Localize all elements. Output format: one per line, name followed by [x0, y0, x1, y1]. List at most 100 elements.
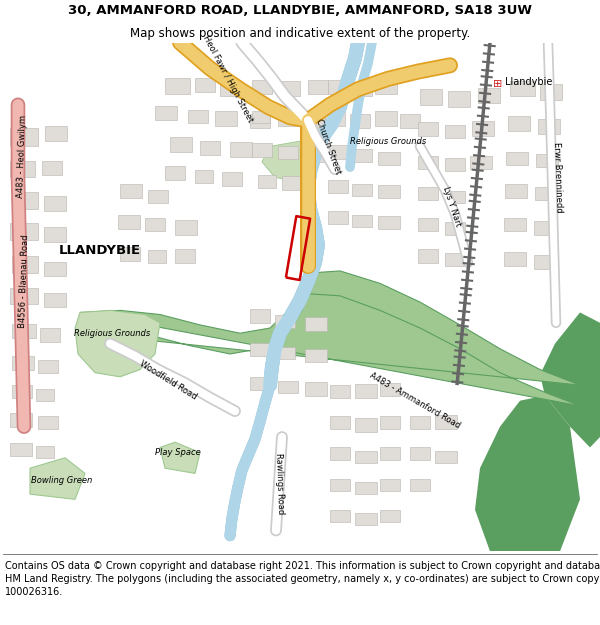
Text: A483 - Heol Gwilym: A483 - Heol Gwilym: [16, 115, 28, 198]
Bar: [328, 80, 348, 94]
Bar: [38, 360, 58, 372]
Bar: [148, 190, 168, 203]
Bar: [120, 247, 140, 261]
Bar: [355, 418, 377, 432]
Bar: [12, 324, 36, 338]
Bar: [330, 416, 350, 429]
Bar: [508, 116, 530, 131]
Text: Llandybie: Llandybie: [505, 77, 553, 87]
Bar: [222, 173, 242, 186]
Bar: [252, 143, 272, 157]
Bar: [355, 482, 377, 494]
Bar: [145, 218, 165, 231]
Bar: [278, 112, 298, 126]
Bar: [445, 222, 465, 234]
Bar: [282, 176, 302, 190]
Bar: [118, 215, 140, 229]
Bar: [250, 342, 270, 356]
Bar: [305, 349, 327, 362]
Bar: [188, 110, 208, 124]
Bar: [40, 328, 60, 341]
Bar: [510, 81, 535, 96]
Bar: [418, 122, 438, 136]
Bar: [165, 166, 185, 179]
Text: B4556 - Blaenau Road: B4556 - Blaenau Road: [18, 234, 30, 328]
Text: Lys Y Nart: Lys Y Nart: [441, 185, 463, 228]
Bar: [538, 119, 560, 134]
Polygon shape: [75, 311, 160, 377]
Bar: [195, 170, 213, 182]
Bar: [535, 187, 557, 201]
Bar: [200, 141, 220, 154]
Bar: [445, 191, 465, 203]
Bar: [534, 256, 556, 269]
Bar: [478, 88, 500, 102]
Bar: [305, 317, 327, 331]
Bar: [330, 385, 350, 398]
Bar: [44, 262, 66, 276]
Bar: [378, 151, 400, 165]
Bar: [278, 81, 300, 96]
Bar: [534, 221, 556, 234]
Bar: [330, 479, 350, 491]
Bar: [250, 377, 270, 391]
Bar: [12, 192, 38, 209]
Bar: [155, 106, 177, 121]
Bar: [215, 111, 237, 126]
Bar: [10, 443, 32, 456]
Bar: [252, 80, 272, 94]
Bar: [418, 249, 438, 262]
Bar: [418, 156, 438, 169]
Bar: [375, 79, 397, 94]
Bar: [328, 179, 348, 193]
Bar: [435, 415, 457, 429]
Bar: [380, 510, 400, 522]
Bar: [195, 78, 215, 92]
Bar: [252, 111, 270, 124]
Bar: [42, 161, 62, 176]
Text: Religious Grounds: Religious Grounds: [74, 329, 150, 338]
Bar: [148, 250, 166, 262]
Bar: [380, 448, 400, 460]
Polygon shape: [160, 442, 200, 473]
Bar: [328, 211, 348, 224]
Bar: [258, 176, 276, 188]
Bar: [305, 148, 325, 162]
Bar: [44, 228, 66, 242]
Bar: [12, 256, 38, 273]
Bar: [352, 215, 372, 227]
Bar: [352, 149, 372, 162]
Bar: [220, 81, 242, 96]
Bar: [378, 185, 400, 198]
Bar: [504, 253, 526, 266]
Bar: [175, 249, 195, 262]
Bar: [36, 446, 54, 458]
Bar: [355, 513, 377, 525]
Polygon shape: [475, 396, 580, 551]
Bar: [445, 253, 465, 266]
Text: Church Street: Church Street: [314, 118, 342, 175]
Bar: [505, 184, 527, 198]
Bar: [328, 145, 348, 159]
Bar: [504, 218, 526, 231]
Bar: [44, 196, 66, 211]
Text: HM Land Registry. The polygons (including the associated geometry, namely x, y c: HM Land Registry. The polygons (includin…: [5, 574, 600, 584]
Bar: [410, 416, 430, 429]
Polygon shape: [262, 141, 315, 182]
Text: Woodfield Road: Woodfield Road: [138, 359, 198, 401]
Bar: [536, 154, 558, 167]
Text: Map shows position and indicative extent of the property.: Map shows position and indicative extent…: [130, 27, 470, 39]
Bar: [352, 184, 372, 196]
Bar: [355, 384, 377, 398]
Bar: [410, 448, 430, 460]
Text: 100026316.: 100026316.: [5, 587, 63, 597]
Bar: [506, 151, 528, 165]
Bar: [400, 114, 420, 128]
Bar: [120, 184, 142, 198]
Bar: [305, 114, 325, 128]
Bar: [325, 112, 345, 126]
Bar: [44, 292, 66, 308]
Text: Heol Fawr / High Street: Heol Fawr / High Street: [201, 34, 255, 124]
Bar: [308, 80, 328, 94]
Bar: [355, 451, 377, 463]
